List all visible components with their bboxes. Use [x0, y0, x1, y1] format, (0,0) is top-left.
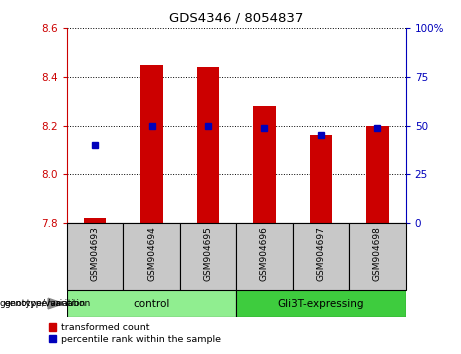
Bar: [67, 223, 123, 290]
Bar: [349, 223, 406, 290]
Text: GSM904697: GSM904697: [316, 227, 325, 281]
Bar: [197, 67, 219, 223]
Bar: [67, 290, 236, 317]
Bar: [366, 126, 389, 223]
Text: Gli3T-expressing: Gli3T-expressing: [278, 298, 364, 309]
Title: GDS4346 / 8054837: GDS4346 / 8054837: [169, 11, 303, 24]
Text: GSM904694: GSM904694: [147, 227, 156, 281]
Bar: [84, 218, 106, 223]
Bar: [236, 290, 406, 317]
Text: GSM904695: GSM904695: [203, 227, 213, 281]
Bar: [310, 135, 332, 223]
Bar: [293, 223, 349, 290]
Bar: [140, 65, 163, 223]
Bar: [253, 106, 276, 223]
Polygon shape: [48, 298, 64, 309]
Text: control: control: [133, 298, 170, 309]
Bar: [236, 223, 293, 290]
Text: GSM904693: GSM904693: [90, 227, 100, 281]
Text: genotype/variation: genotype/variation: [0, 299, 86, 308]
Bar: [123, 223, 180, 290]
Text: GSM904698: GSM904698: [373, 227, 382, 281]
Text: genotype/variation: genotype/variation: [5, 299, 91, 308]
Legend: transformed count, percentile rank within the sample: transformed count, percentile rank withi…: [48, 323, 221, 344]
Bar: [180, 223, 236, 290]
Text: GSM904696: GSM904696: [260, 227, 269, 281]
